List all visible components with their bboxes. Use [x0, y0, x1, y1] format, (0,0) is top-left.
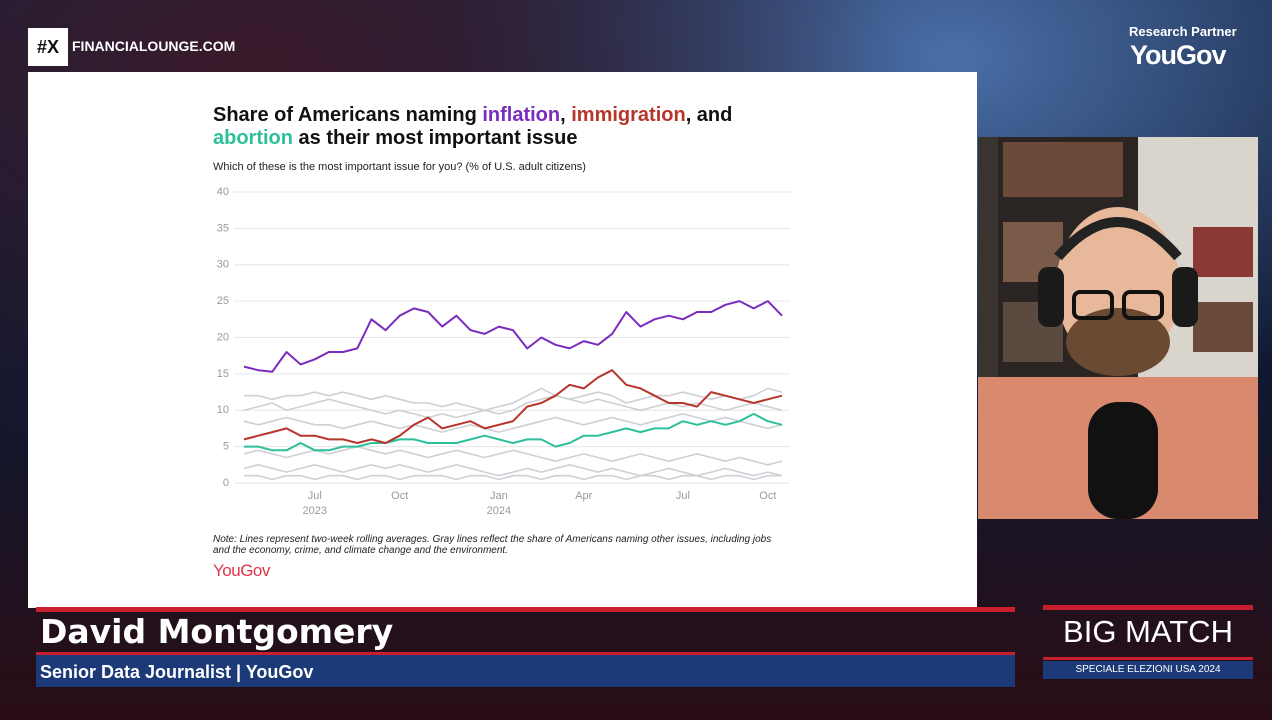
partner-logo: YouGov: [1130, 40, 1227, 70]
x-tick-label: Apr: [575, 490, 592, 502]
other-issue-line: [243, 445, 783, 466]
chart-title: Share of Americans naming inflation, imm…: [213, 104, 813, 150]
y-tick-label: 20: [217, 331, 229, 343]
title-part: , and: [685, 104, 733, 126]
brand-name: FINANCIALOUNGE.COM: [72, 38, 236, 54]
show-subtitle: SPECIALE ELEZIONI USA 2024: [1043, 661, 1253, 679]
other-issue-line: [243, 413, 783, 433]
title-part: as their most important issue: [293, 127, 578, 149]
title-line: abortion as their most important issue: [213, 127, 813, 150]
webcam-feed: [978, 137, 1258, 519]
title-part: inflation: [482, 104, 561, 126]
title-line: Share of Americans naming inflation, imm…: [213, 104, 813, 127]
y-tick-label: 30: [217, 259, 229, 271]
y-tick-label: 10: [217, 404, 229, 416]
y-tick-label: 25: [217, 295, 229, 307]
lower-third-rule: [36, 652, 1015, 655]
other-issue-line: [244, 387, 783, 412]
brand-mark: #X: [28, 28, 68, 66]
other-issue-line: [243, 464, 783, 477]
show-title: BIG MATCH: [1063, 614, 1233, 649]
chart-source: YouGov: [213, 561, 270, 580]
chart-subtitle: Which of these is the most important iss…: [213, 161, 586, 173]
series-line: [244, 412, 783, 452]
y-tick-label: 40: [217, 186, 229, 198]
title-part: abortion: [213, 127, 293, 149]
other-issue-line: [244, 474, 782, 481]
title-part: immigration: [571, 104, 686, 126]
lower-third-bar: [36, 607, 1015, 612]
chart-note: Note: Lines represent two-week rolling a…: [213, 534, 772, 556]
chart-card: Share of Americans naming inflation, imm…: [28, 72, 977, 608]
other-issue-line: [243, 394, 783, 419]
x-tick-label: Jan: [490, 490, 508, 502]
speaker-name: David Montgomery: [40, 612, 394, 651]
role-bar: [36, 655, 1015, 687]
y-tick-label: 0: [223, 477, 229, 489]
y-tick-label: 15: [217, 368, 229, 380]
x-year-label: 2023: [303, 505, 327, 517]
show-rule: [1043, 657, 1253, 660]
title-part: ,: [560, 104, 572, 126]
x-year-label: 2024: [487, 505, 511, 517]
x-tick-label: Oct: [391, 490, 408, 502]
x-tick-label: Jul: [308, 490, 322, 502]
title-part: Share of Americans naming: [213, 104, 483, 126]
partner-label: Research Partner: [1129, 24, 1237, 39]
series-line: [243, 369, 783, 444]
speaker-role: Senior Data Journalist | YouGov: [40, 662, 314, 682]
x-tick-label: Oct: [759, 490, 776, 502]
show-bar: [1043, 605, 1253, 610]
y-tick-label: 5: [223, 441, 229, 453]
y-tick-label: 35: [217, 222, 229, 234]
x-tick-label: Jul: [676, 490, 690, 502]
series-line: [243, 300, 783, 373]
